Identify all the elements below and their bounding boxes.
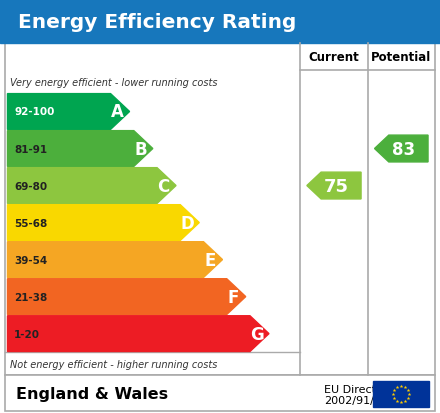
Text: 21-38: 21-38 xyxy=(14,292,48,302)
Text: Very energy efficient - lower running costs: Very energy efficient - lower running co… xyxy=(10,77,217,88)
Text: England & Wales: England & Wales xyxy=(16,387,169,401)
Polygon shape xyxy=(7,131,153,167)
Polygon shape xyxy=(7,95,130,130)
Text: 39-54: 39-54 xyxy=(14,255,48,265)
Polygon shape xyxy=(7,205,199,241)
Polygon shape xyxy=(307,173,361,199)
Text: E: E xyxy=(205,251,216,269)
Text: G: G xyxy=(250,325,264,343)
Text: A: A xyxy=(111,103,124,121)
Text: 55-68: 55-68 xyxy=(14,218,48,228)
Text: 2002/91/EC: 2002/91/EC xyxy=(324,395,389,405)
Text: 75: 75 xyxy=(324,177,349,195)
Text: 81-91: 81-91 xyxy=(14,144,47,154)
Text: Not energy efficient - higher running costs: Not energy efficient - higher running co… xyxy=(10,358,217,369)
Polygon shape xyxy=(7,242,223,278)
Text: 92-100: 92-100 xyxy=(14,107,55,117)
Text: Energy Efficiency Rating: Energy Efficiency Rating xyxy=(18,13,296,31)
Text: C: C xyxy=(158,177,170,195)
Polygon shape xyxy=(7,168,176,204)
Polygon shape xyxy=(374,136,428,163)
Bar xyxy=(373,381,429,407)
Text: Current: Current xyxy=(308,51,359,64)
Text: B: B xyxy=(134,140,147,158)
Polygon shape xyxy=(7,279,246,315)
Text: D: D xyxy=(180,214,194,232)
Text: 1-20: 1-20 xyxy=(14,329,40,339)
Text: 83: 83 xyxy=(392,140,415,158)
Bar xyxy=(5,375,435,411)
Polygon shape xyxy=(7,316,269,351)
Text: F: F xyxy=(227,288,239,306)
Text: Potential: Potential xyxy=(371,51,431,64)
Text: EU Directive: EU Directive xyxy=(324,384,392,394)
Bar xyxy=(5,44,435,375)
Text: 69-80: 69-80 xyxy=(14,181,47,191)
Bar xyxy=(0,0,440,44)
